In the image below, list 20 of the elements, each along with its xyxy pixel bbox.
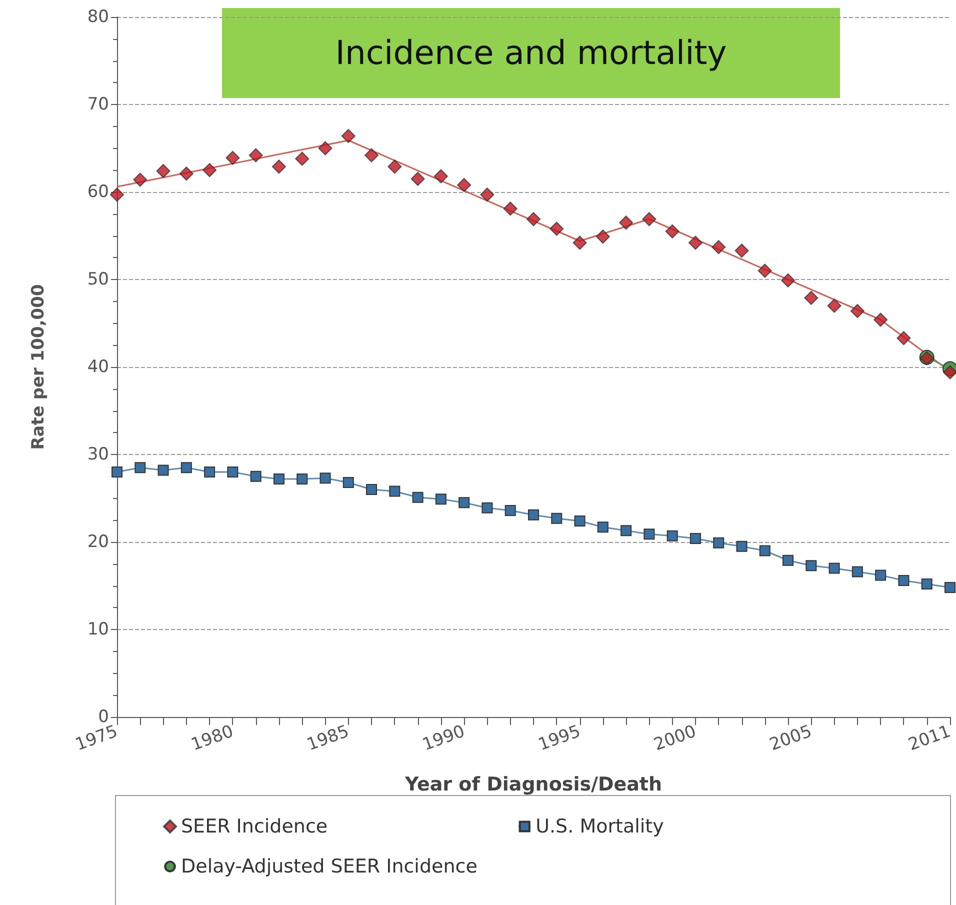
legend-label: SEER Incidence — [181, 816, 328, 838]
y-tick-label: 40 — [87, 357, 109, 377]
y-tick-label: 30 — [87, 444, 109, 464]
x-tick-label: 1990 — [420, 722, 468, 756]
x-axis-title: Year of Diagnosis/Death — [404, 774, 662, 796]
y-tick-label: 20 — [87, 532, 109, 552]
x-tick-label: 1985 — [304, 722, 352, 756]
y-tick-label: 10 — [87, 620, 109, 640]
legend-label: U.S. Mortality — [536, 816, 664, 838]
y-tick-label: 50 — [87, 270, 109, 290]
x-tick-label: 1980 — [188, 722, 236, 756]
y-tick-label: 60 — [87, 182, 109, 202]
y-axis-title: Rate per 100,000 — [28, 284, 48, 450]
y-tick-label: 70 — [87, 94, 109, 114]
x-tick-label: 2011 — [906, 722, 954, 756]
x-tick-label: 1995 — [536, 722, 584, 756]
y-tick-label: 80 — [87, 7, 109, 27]
x-tick-label: 2000 — [651, 722, 699, 756]
legend-label: Delay-Adjusted SEER Incidence — [181, 856, 478, 878]
x-tick-label: 2005 — [767, 722, 815, 756]
